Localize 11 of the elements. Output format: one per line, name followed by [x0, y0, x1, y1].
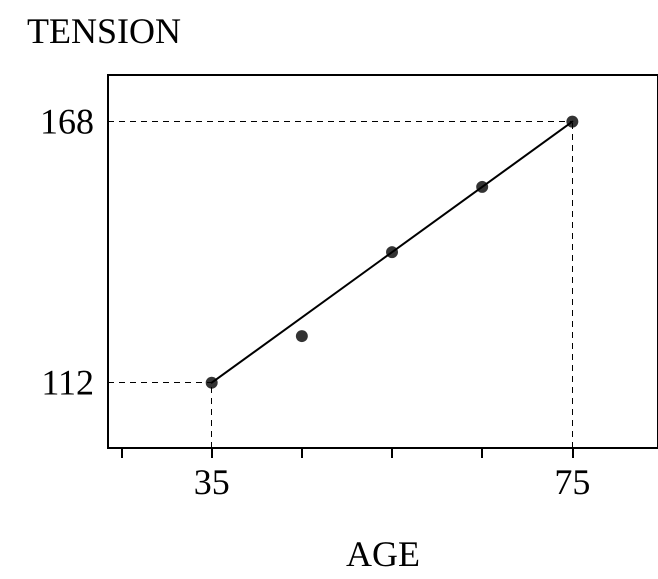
y-tick-label: 112 [41, 362, 94, 403]
chart-title: TENSION [27, 11, 181, 51]
y-tick-label: 168 [40, 102, 94, 142]
point [206, 376, 218, 389]
x-tick-label: 75 [554, 462, 590, 502]
point [386, 246, 398, 258]
x-tick-label: 35 [194, 462, 230, 502]
point [476, 180, 488, 193]
x-axis-title: AGE [346, 534, 420, 574]
point [296, 330, 308, 342]
point [566, 116, 578, 128]
